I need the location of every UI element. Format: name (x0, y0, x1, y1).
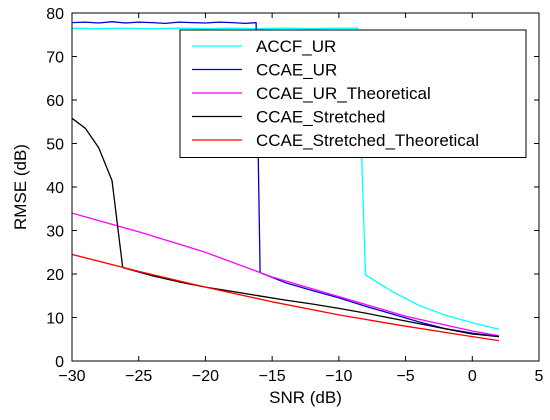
series-layer (72, 21, 500, 342)
y-tick-label: 80 (46, 6, 64, 23)
series-line-ccae-ur (72, 21, 500, 338)
y-tick-label: 10 (46, 311, 64, 328)
y-tick-label: 60 (46, 93, 64, 110)
y-tick-label: 0 (55, 354, 64, 371)
y-tick-label: 20 (46, 267, 64, 284)
y-tick-label: 30 (46, 224, 64, 241)
y-tick-label: 50 (46, 137, 64, 154)
series-line-ccae-stretched (72, 117, 500, 338)
legend-label: ACCF_UR (256, 37, 336, 56)
x-tick-label: 5 (535, 368, 544, 385)
x-tick-label: −5 (396, 368, 414, 385)
series-line-ccae-stretched-theoretical (72, 253, 500, 342)
x-axis-title: SNR (dB) (269, 388, 342, 407)
legend-label: CCAE_UR (256, 61, 337, 80)
legend-label: CCAE_Stretched (256, 108, 385, 127)
legend-box (179, 29, 527, 158)
y-tick-label: 70 (46, 50, 64, 67)
x-tick-label: −30 (58, 368, 85, 385)
x-tick-label: −10 (325, 368, 352, 385)
x-tick-label: 0 (468, 368, 477, 385)
x-tick-label: −15 (259, 368, 286, 385)
y-tick-label: 40 (46, 180, 64, 197)
x-tick-label: −25 (125, 368, 152, 385)
legend-label: CCAE_Stretched_Theoretical (256, 131, 479, 150)
series-line-ccae-ur-theoretical (72, 212, 500, 337)
legend: ACCF_UR CCAE_UR CCAE_UR_Theoretical CCAE_St… (179, 29, 527, 158)
legend-label: CCAE_UR_Theoretical (256, 84, 431, 103)
x-tick-label: −20 (192, 368, 219, 385)
y-axis-title: RMSE (dB) (11, 144, 30, 230)
series-line-accf-ur (72, 27, 500, 330)
